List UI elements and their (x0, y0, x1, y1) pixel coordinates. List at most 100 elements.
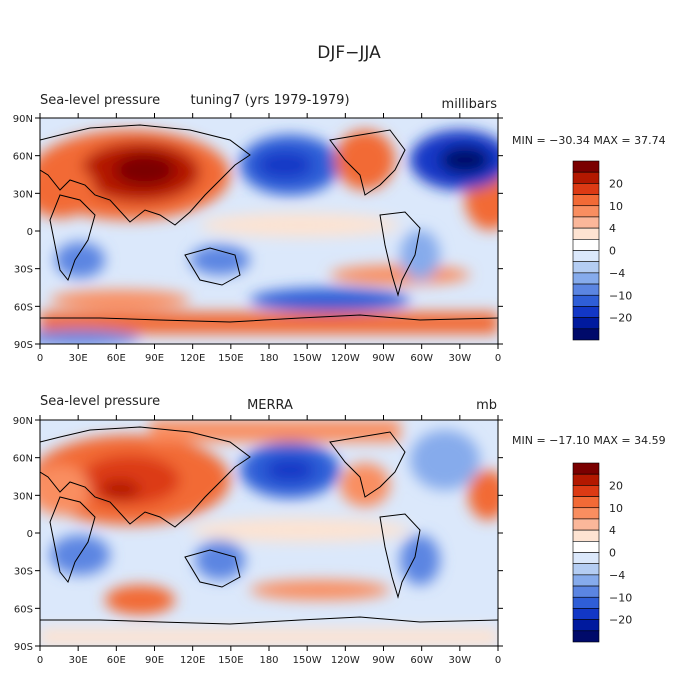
panel-bottom-colorbar-swatch (572, 496, 600, 509)
panel-top-axes: 90N 60N 30N 0 30S 60S 90S 0 30E 60E 90E 120E 150E 180… (13, 113, 503, 364)
panel-bottom-colorbar-label: 10 (609, 502, 623, 515)
panel-bottom-colorbar-swatch (572, 574, 600, 587)
panel-bottom-lon-label: 0 (495, 655, 501, 666)
panel-bottom-colorbar-swatch (572, 518, 600, 531)
panel-top-lon-label: 150E (218, 353, 243, 364)
panel-top-colorbar-swatch (572, 306, 600, 318)
panel-bottom-colorbar: 20 10 4 0 −4 −10 −20 (572, 462, 632, 643)
panel-bottom-lon-label: 0 (37, 655, 43, 666)
panel-top-colorbar-swatch (572, 194, 600, 207)
panel-bottom-lon-label: 150W (293, 655, 322, 666)
panel-bottom-lon-label: 120E (180, 655, 205, 666)
panel-bottom-lat-label: 0 (27, 529, 33, 540)
panel-top-lat-label: 90N (13, 114, 33, 125)
panel-top-colorbar-label: −10 (609, 289, 632, 302)
panel-top-colorbar-label: 10 (609, 200, 623, 213)
panel-top-colorbar-swatch (572, 294, 600, 307)
panel-top-colorbar-swatch (572, 216, 600, 229)
panel-top-units: millibars (442, 97, 498, 112)
figure-title: DJF−JJA (317, 43, 381, 63)
panel-bottom-colorbar-swatch (572, 608, 600, 620)
panel-bottom-lon-label: 60E (107, 655, 126, 666)
panel-top-colorbar-label: 0 (609, 245, 616, 258)
panel-bottom-lon-label: 30E (69, 655, 88, 666)
panel-top-colorbar-swatch (572, 272, 600, 285)
panel-top-lon-label: 150W (293, 353, 322, 364)
panel-bottom-colorbar-label: 20 (609, 479, 623, 492)
panel-top-lon-label: 60E (107, 353, 126, 364)
panel-top-colorbar-swatch (572, 283, 600, 296)
panel-bottom-lat-label: 30S (14, 567, 33, 578)
panel-top-lat-label: 30N (13, 189, 33, 200)
panel-bottom-lon-label: 90E (145, 655, 164, 666)
panel-top-lat-label: 30S (14, 265, 33, 276)
panel-bottom-lon-label: 150E (218, 655, 243, 666)
panel-top-colorbar-swatch (572, 205, 600, 218)
panel-bottom-stats: MIN = −17.10 MAX = 34.59 (512, 434, 666, 447)
panel-top-colorbar-swatch (572, 250, 600, 262)
panel-top-lat-label: 90S (14, 340, 33, 351)
panel-top-colorbar-swatch (572, 183, 600, 195)
panel-top-colorbar-swatch (572, 160, 600, 173)
panel-top-lon-label: 180 (259, 353, 278, 364)
panel-bottom-center-label: MERRA (247, 398, 293, 413)
panel-top-colorbar-label: 20 (609, 177, 623, 190)
panel-bottom-map-field (40, 420, 498, 646)
panel-top-left-label: Sea-level pressure (40, 93, 160, 108)
panel-bottom-colorbar-label: 0 (609, 547, 616, 560)
panel-top-map-field (40, 118, 498, 344)
panel-bottom-colorbar-swatch (572, 541, 600, 553)
panel-bottom-lon-label: 180 (259, 655, 278, 666)
panel-bottom-colorbar-swatch (572, 529, 600, 542)
panel-bottom-colorbar-swatch (572, 563, 600, 576)
panel-top-center-label: tuning7 (yrs 1979-1979) (190, 93, 349, 108)
panel-bottom-colorbar-swatch (572, 462, 600, 475)
panel-top-lon-label: 0 (495, 353, 501, 364)
panel-top-lon-label: 30W (449, 353, 472, 364)
panel-bottom-units: mb (476, 398, 497, 413)
panel-top-colorbar-swatch (572, 227, 600, 240)
panel-top-lat-label: 60N (13, 152, 33, 163)
panel-top-lon-label: 90W (372, 353, 395, 364)
panel-bottom-colorbar-label: −20 (609, 614, 632, 627)
panel-bottom-colorbar-swatch (572, 485, 600, 497)
panel-bottom-lat-label: 30N (13, 491, 33, 502)
panel-bottom-colorbar-label: 4 (609, 524, 616, 537)
panel-bottom-colorbar-label: −4 (609, 569, 625, 582)
panel-bottom: Sea-level pressure MERRA mb (13, 394, 666, 666)
panel-bottom-lat-label: 90S (14, 642, 33, 653)
panel-bottom-lat-label: 60S (14, 604, 33, 615)
panel-top-colorbar-swatch (572, 239, 600, 251)
panel-top-colorbar-label: −4 (609, 267, 625, 280)
panel-bottom-left-label: Sea-level pressure (40, 394, 160, 409)
panel-top-lon-label: 120W (331, 353, 360, 364)
panel-bottom-colorbar-swatch (572, 552, 600, 564)
panel-bottom-colorbar-swatch (572, 473, 600, 486)
panel-bottom-colorbar-swatch (572, 619, 600, 632)
panel-bottom-colorbar-swatch (572, 630, 600, 643)
panel-top-colorbar-swatch (572, 328, 600, 341)
panel-top-lon-label: 120E (180, 353, 205, 364)
panel-bottom-lon-label: 30W (449, 655, 472, 666)
panel-bottom-lat-label: 90N (13, 416, 33, 427)
panel-top-colorbar-label: −20 (609, 312, 632, 325)
panel-top-colorbar-swatch (572, 317, 600, 330)
panel-top-lon-label: 30E (69, 353, 88, 364)
panel-top-colorbar-swatch (572, 171, 600, 184)
panel-bottom-colorbar-swatch (572, 596, 600, 609)
panel-top: Sea-level pressure tuning7 (yrs 1979-197… (13, 93, 666, 364)
panel-top-colorbar-swatch (572, 261, 600, 274)
panel-bottom-lon-label: 120W (331, 655, 360, 666)
panel-bottom-colorbar-swatch (572, 507, 600, 520)
panel-bottom-lon-label: 90W (372, 655, 395, 666)
panel-bottom-lon-label: 60W (410, 655, 433, 666)
panel-bottom-colorbar-swatch (572, 585, 600, 598)
panel-top-colorbar-label: 4 (609, 222, 616, 235)
panel-top-stats: MIN = −30.34 MAX = 37.74 (512, 134, 666, 147)
panel-bottom-lat-label: 60N (13, 454, 33, 465)
panel-bottom-axes: 90N 60N 30N 0 30S 60S 90S 0 30E 60E 90E 120E 150E 180… (13, 415, 503, 666)
panel-top-lon-label: 60W (410, 353, 433, 364)
panel-top-lon-label: 0 (37, 353, 43, 364)
